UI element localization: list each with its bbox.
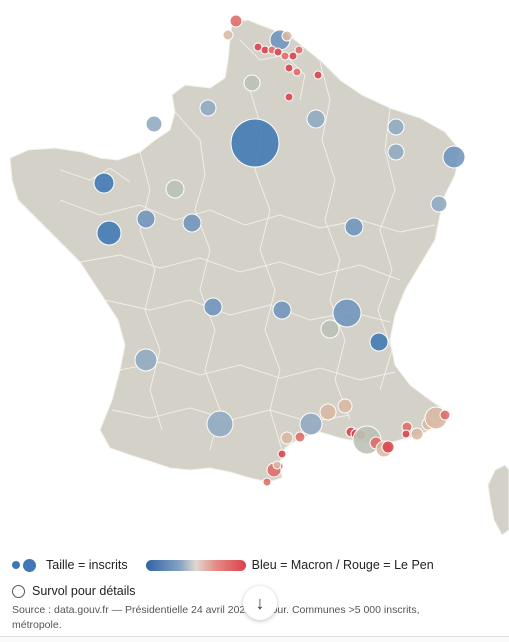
commune-marker[interactable] (206, 410, 234, 438)
commune-marker[interactable] (222, 29, 234, 41)
commune-marker[interactable] (93, 172, 115, 194)
commune-marker[interactable] (320, 319, 340, 339)
commune-marker[interactable] (387, 143, 405, 161)
commune-marker[interactable] (332, 298, 362, 328)
commune-markers[interactable] (93, 14, 466, 487)
commune-marker[interactable] (182, 213, 202, 233)
size-legend-large-dot (23, 558, 36, 572)
commune-marker[interactable] (381, 440, 395, 454)
commune-marker[interactable] (199, 99, 217, 117)
commune-marker[interactable] (410, 427, 424, 441)
hover-label: Survol pour détails (32, 584, 136, 598)
size-legend-label: Taille = inscrits (46, 558, 128, 572)
commune-marker[interactable] (134, 348, 158, 372)
commune-marker[interactable] (288, 51, 298, 61)
commune-marker[interactable] (442, 145, 466, 169)
commune-marker[interactable] (294, 431, 306, 443)
commune-marker[interactable] (292, 67, 302, 77)
commune-marker[interactable] (280, 431, 294, 445)
commune-marker[interactable] (337, 398, 353, 414)
source-line-1: Source : data.gouv.fr — Présidentielle 2… (12, 604, 420, 616)
commune-marker[interactable] (277, 449, 287, 459)
commune-marker[interactable] (344, 217, 364, 237)
corsica (487, 464, 509, 536)
commune-marker[interactable] (272, 460, 282, 470)
commune-marker[interactable] (284, 63, 294, 73)
source-note: Source : data.gouv.fr — Présidentielle 2… (12, 603, 482, 633)
color-legend-label: Bleu = Macron / Rouge = Le Pen (251, 558, 434, 572)
commune-marker[interactable] (294, 45, 304, 55)
commune-marker[interactable] (262, 477, 272, 487)
color-scale-bar (145, 559, 246, 571)
commune-marker[interactable] (306, 109, 326, 129)
commune-marker[interactable] (165, 179, 185, 199)
commune-marker[interactable] (439, 409, 451, 421)
commune-marker[interactable] (299, 412, 323, 436)
commune-marker[interactable] (280, 51, 290, 61)
france-map[interactable] (0, 0, 509, 545)
scroll-down-button[interactable]: ↓ (243, 586, 277, 620)
commune-marker[interactable] (273, 47, 283, 57)
commune-marker[interactable] (319, 403, 337, 421)
france-mainland (9, 19, 461, 483)
commune-marker[interactable] (229, 14, 243, 28)
source-line-2: métropole. (12, 619, 62, 631)
commune-marker[interactable] (272, 300, 292, 320)
commune-marker[interactable] (136, 209, 156, 229)
commune-marker[interactable] (230, 118, 280, 168)
commune-marker[interactable] (96, 220, 122, 246)
commune-marker[interactable] (243, 74, 261, 92)
commune-marker[interactable] (387, 118, 405, 136)
commune-marker[interactable] (369, 332, 389, 352)
commune-marker[interactable] (203, 297, 223, 317)
commune-marker[interactable] (284, 92, 294, 102)
commune-marker[interactable] (430, 195, 448, 213)
bottom-bar (0, 636, 509, 642)
hover-radio[interactable] (12, 584, 25, 598)
arrow-down-icon: ↓ (255, 592, 265, 613)
map-legend: Taille = inscrits Bleu = Macron / Rouge … (12, 555, 502, 575)
commune-marker[interactable] (313, 70, 323, 80)
commune-marker[interactable] (281, 30, 293, 42)
commune-marker[interactable] (145, 115, 163, 133)
size-legend-small-dot (12, 561, 20, 569)
hover-toggle[interactable]: Survol pour détails (12, 584, 136, 598)
commune-marker[interactable] (401, 429, 411, 439)
